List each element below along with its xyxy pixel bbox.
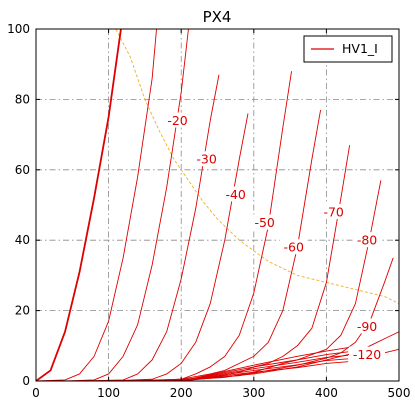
curve-label-bg: [192, 151, 221, 167]
series-line-neg90: [166, 257, 394, 381]
series-line-neg70: [137, 109, 322, 381]
curve-label-bg: [353, 318, 382, 334]
y-tick-label: 0: [22, 374, 30, 388]
curve-label-bg: [250, 214, 279, 230]
series-line-neg20: [36, 29, 157, 381]
y-tick-label: 100: [7, 22, 30, 36]
series-line-neg60: [123, 71, 292, 381]
curve-label-bg: [279, 239, 308, 255]
curve-label: -60: [284, 240, 304, 255]
chart-title: PX4: [203, 8, 232, 26]
axis-ticks: 0 100 200 300 400 500 0 20 40 60 80 100: [7, 22, 410, 400]
series-line-neg40: [79, 74, 220, 381]
curve-label: -40: [225, 187, 245, 202]
y-tick-label: 80: [15, 92, 30, 106]
x-tick-label: 300: [242, 386, 265, 400]
curve-label: -50: [254, 215, 274, 230]
series-line-curve-13: [181, 354, 349, 381]
curve-label-bg: [163, 112, 192, 128]
series-line-curve-8: [166, 180, 382, 381]
series-line-neg50: [108, 113, 249, 381]
series-layer: [36, 29, 399, 381]
legend: HV1_I: [303, 35, 393, 63]
curve-label: -120: [353, 347, 381, 362]
plot-frame: [35, 28, 400, 382]
series-line-curve-15: [181, 361, 349, 381]
x-tick-label: 400: [315, 386, 338, 400]
curve-label-bg: [319, 204, 348, 220]
series-line-neg120: [181, 347, 349, 381]
curve-label-layer: -20 -30 -40 -50 -60 -70 -80 -90 -120: [163, 112, 386, 362]
series-line-curve-14: [181, 358, 349, 381]
series-line-neg80: [152, 145, 351, 381]
curve-label-bg: [353, 232, 382, 248]
grid: [36, 29, 399, 381]
y-tick-label: 60: [15, 163, 30, 177]
curve-label: -20: [167, 113, 187, 128]
power-limit-curve: [115, 29, 399, 304]
curve-label-bg: [221, 186, 250, 202]
curve-label: -70: [323, 205, 343, 220]
series-line-neg30: [65, 29, 189, 381]
x-tick-label: 0: [32, 386, 40, 400]
y-tick-label: 20: [15, 304, 30, 318]
legend-label: HV1_I: [342, 41, 378, 56]
power-limit-layer: [115, 29, 399, 304]
curve-label: -80: [357, 233, 377, 248]
curve-label: -30: [196, 152, 216, 167]
series-line-curve-12: [181, 351, 349, 381]
curve-label-bg: [349, 346, 386, 362]
series-line-curve-16: [384, 348, 399, 354]
y-tick-label: 40: [15, 233, 30, 247]
x-tick-label: 200: [170, 386, 193, 400]
curve-label: -90: [357, 319, 377, 334]
x-tick-label: 100: [97, 386, 120, 400]
series-line-hv1_i: [36, 29, 122, 381]
x-tick-label: 500: [388, 386, 411, 400]
